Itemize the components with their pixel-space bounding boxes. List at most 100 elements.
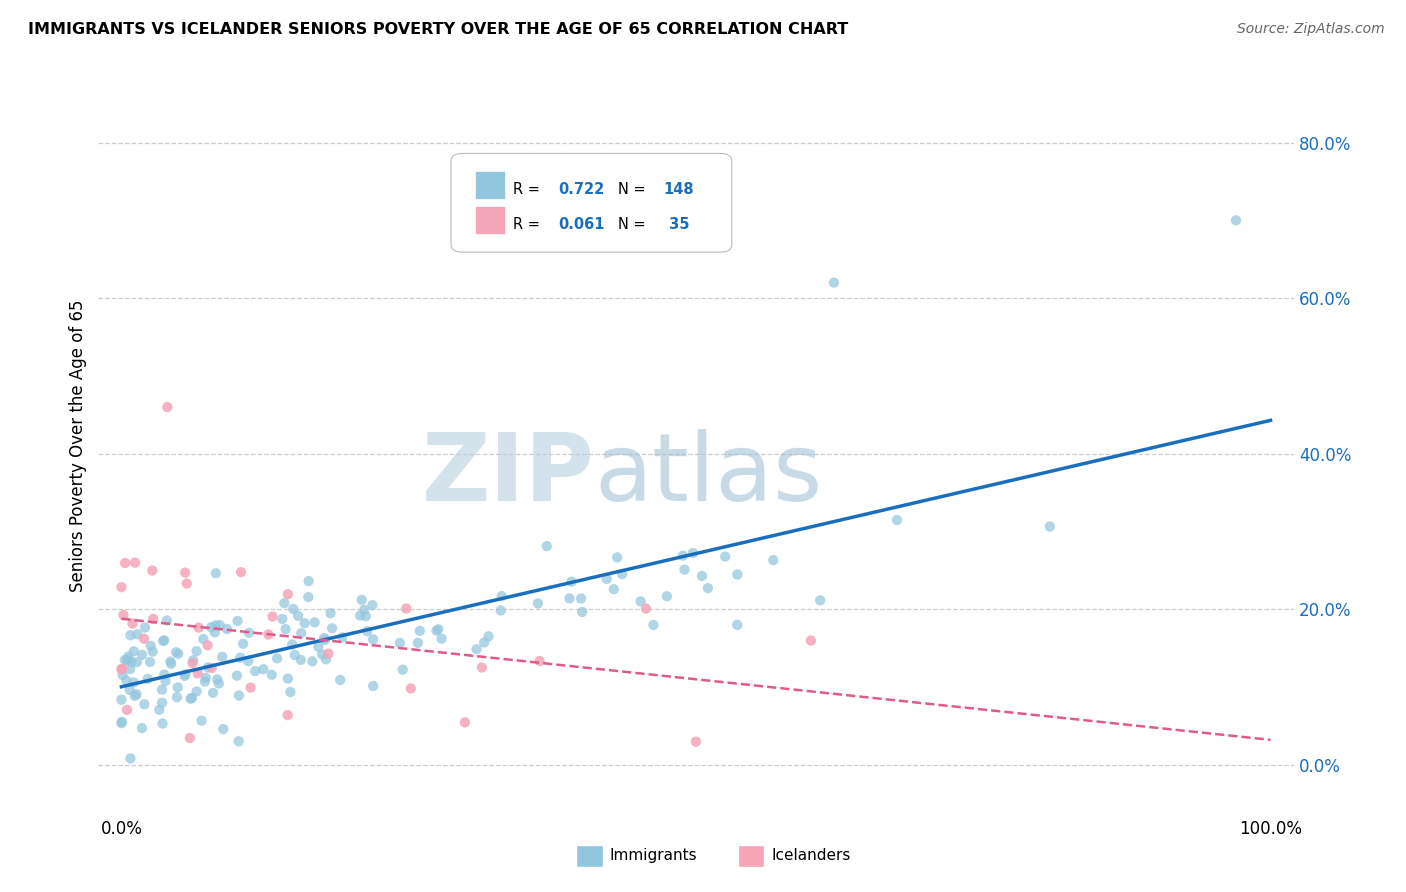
Point xyxy=(569,591,592,606)
Point xyxy=(155,673,177,688)
Point xyxy=(179,731,201,745)
Text: ZIP: ZIP xyxy=(422,429,595,521)
Point xyxy=(124,689,146,703)
Point xyxy=(280,685,302,699)
Point xyxy=(307,640,329,654)
Point xyxy=(685,734,707,748)
Point xyxy=(121,616,143,631)
Text: R =: R = xyxy=(513,217,544,232)
Point xyxy=(176,576,198,591)
Point xyxy=(714,549,737,564)
Point xyxy=(762,553,785,567)
Point xyxy=(194,671,217,685)
Point xyxy=(181,656,204,670)
Bar xyxy=(738,845,763,867)
Point xyxy=(283,602,305,616)
Point xyxy=(294,616,316,631)
Point xyxy=(271,612,294,626)
Point xyxy=(725,567,748,582)
Point xyxy=(186,684,208,698)
Point xyxy=(311,648,333,662)
Point xyxy=(153,667,176,681)
Point xyxy=(117,653,139,667)
Point xyxy=(297,590,319,604)
Point xyxy=(120,628,142,642)
Point xyxy=(238,654,260,668)
Text: atlas: atlas xyxy=(595,429,823,521)
Point xyxy=(152,716,174,731)
Point xyxy=(682,546,704,560)
Point xyxy=(274,622,297,636)
Point xyxy=(167,647,190,661)
Point xyxy=(229,650,252,665)
Point xyxy=(217,622,239,636)
Point xyxy=(489,603,512,617)
Point xyxy=(430,632,453,646)
Point xyxy=(281,638,304,652)
Point xyxy=(529,654,551,668)
Point xyxy=(186,644,208,658)
Point xyxy=(165,645,187,659)
Point xyxy=(208,676,231,690)
Point xyxy=(134,620,156,634)
Point xyxy=(314,632,336,647)
Point xyxy=(391,663,413,677)
Point xyxy=(122,675,145,690)
Point xyxy=(110,662,132,676)
Point xyxy=(399,681,422,696)
Text: 35: 35 xyxy=(664,217,689,232)
Point xyxy=(630,594,652,608)
Point xyxy=(193,632,215,646)
Point xyxy=(319,606,342,620)
Point xyxy=(471,660,494,674)
Point xyxy=(655,589,678,603)
Point xyxy=(277,672,299,686)
Point xyxy=(122,644,145,658)
Point xyxy=(132,632,155,646)
Point xyxy=(229,565,252,579)
Point xyxy=(603,582,626,596)
Point xyxy=(425,624,447,638)
Point xyxy=(124,556,146,570)
Text: Source: ZipAtlas.com: Source: ZipAtlas.com xyxy=(1237,22,1385,37)
Point xyxy=(318,647,340,661)
Point xyxy=(211,649,233,664)
Point xyxy=(110,692,132,706)
Text: N =: N = xyxy=(619,182,651,197)
Point xyxy=(150,682,173,697)
Point xyxy=(243,664,266,678)
Point xyxy=(353,603,375,617)
Point xyxy=(1225,213,1247,227)
Point xyxy=(148,703,170,717)
Point xyxy=(142,612,165,626)
Point xyxy=(643,618,665,632)
Point xyxy=(187,666,209,681)
Point xyxy=(301,654,323,668)
Point xyxy=(465,642,488,657)
Point xyxy=(156,614,179,628)
Point xyxy=(228,734,250,748)
Point xyxy=(136,672,159,686)
Point xyxy=(201,661,224,675)
Point xyxy=(226,614,249,628)
Point xyxy=(321,621,343,635)
Point xyxy=(120,655,142,669)
Bar xyxy=(475,171,505,199)
Point xyxy=(823,276,845,290)
Point xyxy=(273,596,295,610)
Point xyxy=(329,673,352,687)
Point xyxy=(290,653,312,667)
Point xyxy=(808,593,831,607)
Point xyxy=(472,635,495,649)
Point xyxy=(232,637,254,651)
Point xyxy=(120,751,142,765)
Point xyxy=(561,574,583,589)
Point xyxy=(181,691,204,706)
Point xyxy=(180,691,202,706)
Point xyxy=(228,689,250,703)
Point xyxy=(315,652,337,666)
Point xyxy=(596,572,619,586)
Text: 0.061: 0.061 xyxy=(558,217,605,232)
Point xyxy=(290,626,312,640)
Point xyxy=(690,569,713,583)
